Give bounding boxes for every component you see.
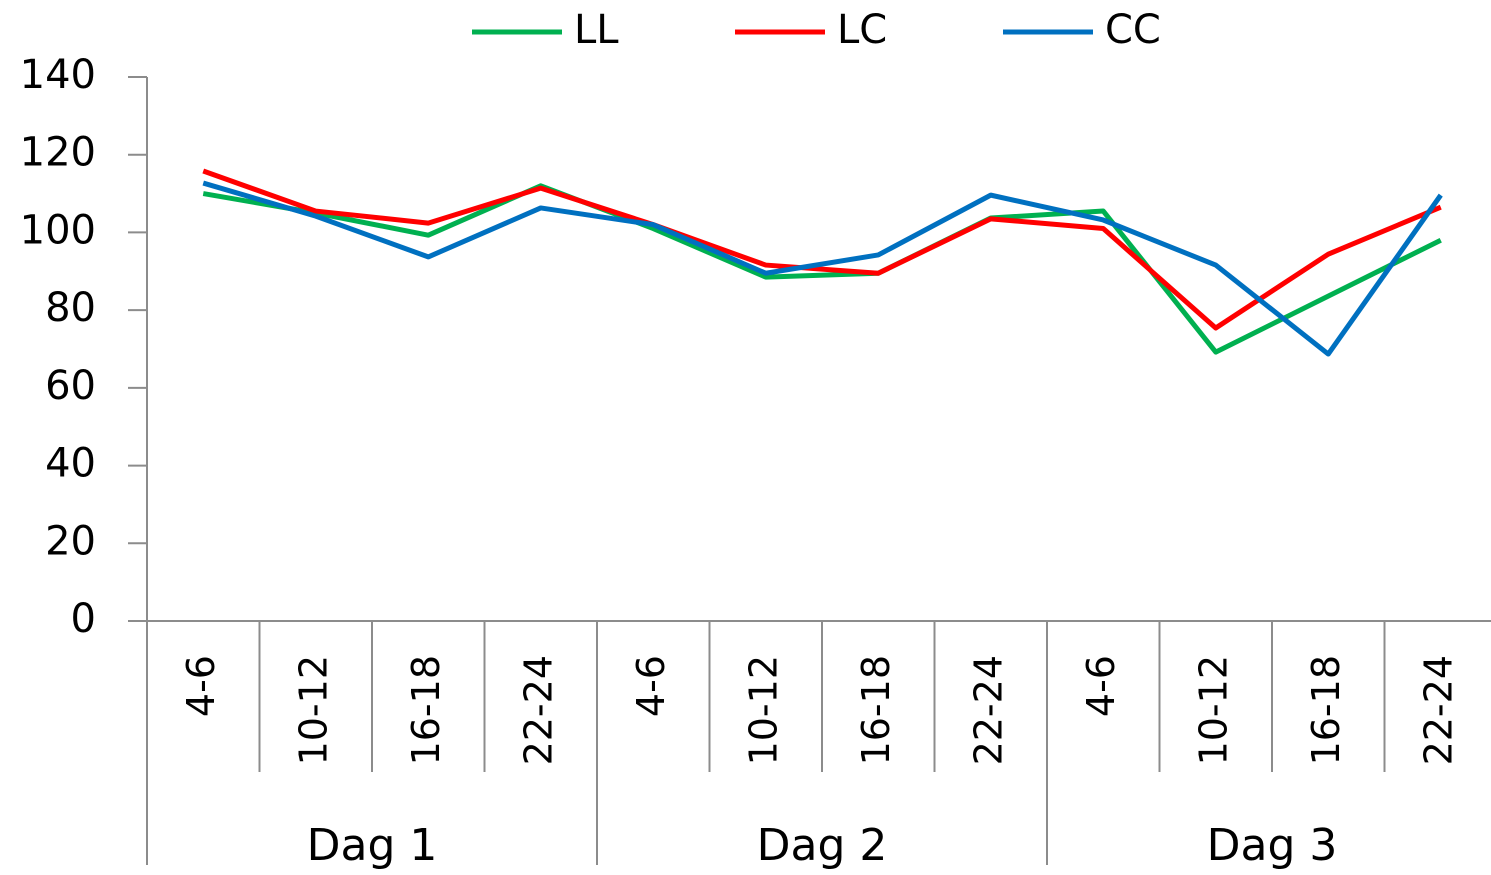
y-tick-label: 140	[20, 52, 96, 98]
x-tick-label: 4-6	[629, 655, 673, 717]
x-tick-label: 16-18	[1304, 655, 1348, 765]
y-tick-label: 20	[45, 518, 96, 564]
group-label: Dag 1	[307, 820, 438, 871]
x-tick-label: 16-18	[404, 655, 448, 765]
x-tick-label: 4-6	[179, 655, 223, 717]
x-tick-label: 10-12	[741, 655, 785, 765]
y-tick-label: 80	[45, 285, 96, 331]
x-tick-label: 10-12	[291, 655, 335, 765]
y-tick-label: 40	[45, 441, 96, 487]
series-line	[202, 180, 1443, 357]
x-tick-label: 16-18	[854, 655, 898, 765]
x-tick-label: 22-24	[966, 655, 1010, 765]
series-line	[202, 183, 1442, 355]
group-label: Dag 3	[1207, 820, 1338, 871]
group-label: Dag 2	[757, 820, 888, 871]
legend-label: CC	[1105, 7, 1161, 53]
x-tick-label: 10-12	[1191, 655, 1235, 765]
y-tick-label: 120	[20, 130, 96, 176]
y-tick-label: 60	[45, 363, 96, 409]
y-tick-label: 0	[71, 596, 96, 642]
legend-label: LL	[574, 7, 619, 53]
series-line	[202, 168, 1442, 331]
x-tick-label: 22-24	[516, 655, 560, 765]
x-tick-label: 4-6	[1079, 655, 1123, 717]
x-tick-label: 22-24	[1416, 655, 1460, 765]
y-tick-label: 100	[20, 207, 96, 253]
legend-label: LC	[837, 7, 887, 53]
